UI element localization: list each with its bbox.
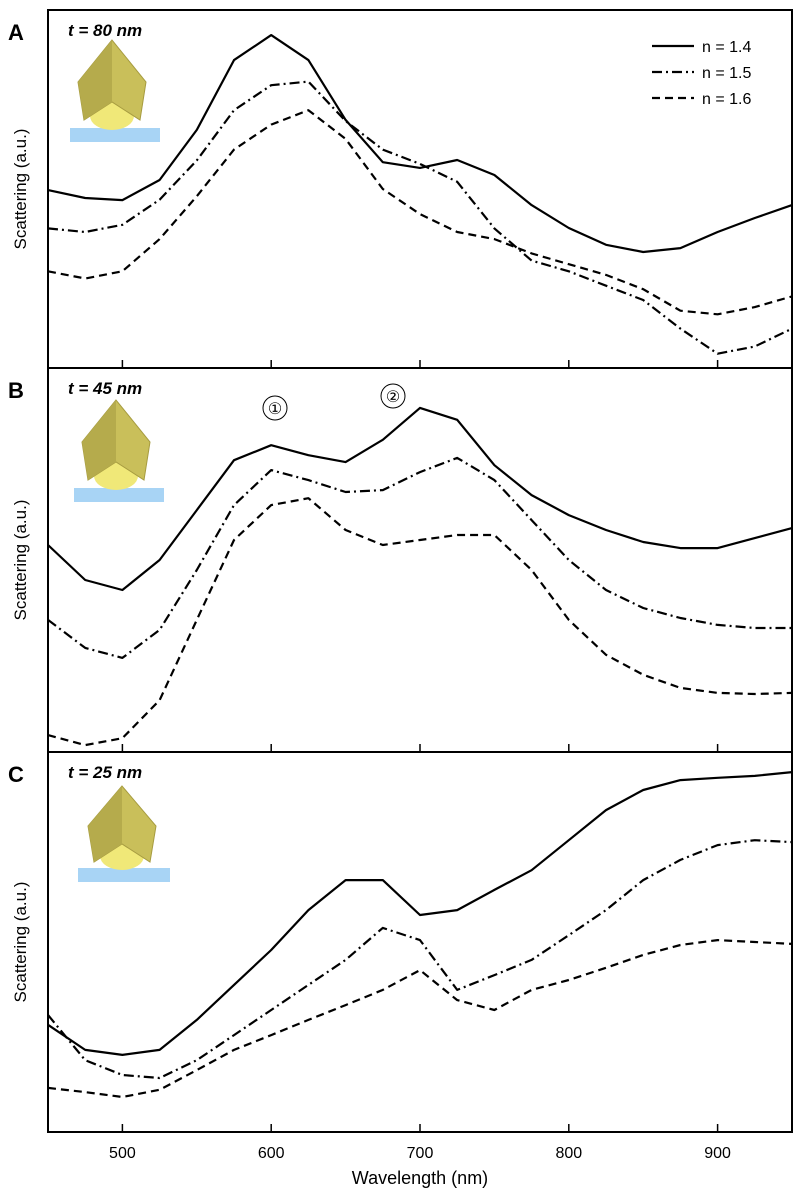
legend-label: n = 1.4 bbox=[702, 39, 751, 56]
panel-title: t = 45 nm bbox=[68, 379, 142, 398]
panel-letter: C bbox=[8, 762, 24, 787]
series-line bbox=[47, 456, 792, 659]
y-axis-label: Scattering (a.u.) bbox=[11, 129, 30, 250]
inset-icon bbox=[78, 785, 170, 882]
panel-letter: B bbox=[8, 378, 24, 403]
series-line bbox=[47, 839, 793, 1080]
legend-label: n = 1.6 bbox=[702, 91, 751, 108]
x-tick-label: 500 bbox=[109, 1145, 136, 1162]
panel-title: t = 25 nm bbox=[68, 763, 142, 782]
x-tick-label: 600 bbox=[258, 1145, 285, 1162]
panel-letter: A bbox=[8, 20, 24, 45]
panel-title: t = 80 nm bbox=[68, 21, 142, 40]
series-line bbox=[47, 497, 793, 747]
x-axis-label: Wavelength (nm) bbox=[352, 1168, 488, 1188]
series-line bbox=[47, 109, 793, 316]
inset-icon bbox=[70, 39, 160, 142]
series-line bbox=[47, 34, 793, 254]
y-axis-label: Scattering (a.u.) bbox=[11, 882, 30, 1003]
series-line bbox=[47, 771, 793, 1056]
x-tick-label: 900 bbox=[704, 1145, 731, 1162]
inset-icon bbox=[74, 399, 164, 502]
y-axis-label: Scattering (a.u.) bbox=[11, 500, 30, 621]
x-tick-label: 700 bbox=[407, 1145, 434, 1162]
legend-label: n = 1.5 bbox=[702, 65, 751, 82]
annotation: ② bbox=[386, 389, 400, 406]
series-line bbox=[47, 406, 793, 592]
annotation-circle bbox=[262, 395, 288, 421]
annotation: ① bbox=[268, 401, 282, 418]
x-tick-label: 800 bbox=[555, 1145, 582, 1162]
inset-icons bbox=[70, 39, 170, 882]
annotation-circle bbox=[380, 383, 406, 409]
